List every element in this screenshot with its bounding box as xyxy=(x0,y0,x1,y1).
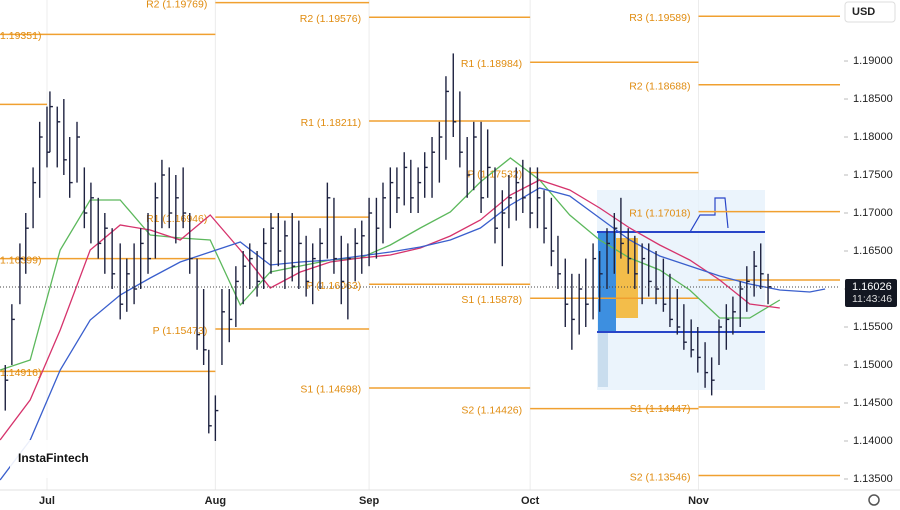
y-tick-label: 1.18500 xyxy=(853,93,893,105)
x-tick-label: Oct xyxy=(521,495,540,507)
y-tick-label: 1.15000 xyxy=(853,359,893,371)
price-value: 1.16026 xyxy=(852,281,892,293)
watermark: InstaFintech xyxy=(18,451,89,465)
x-tick-label: Jul xyxy=(39,495,55,507)
y-tick-label: 1.18000 xyxy=(853,131,893,143)
pivot-label: P (1.15473) xyxy=(153,325,208,337)
x-tick-label: Sep xyxy=(359,495,379,507)
price-time: 11:43:46 xyxy=(852,293,892,305)
pivot-label: R2 (1.19576) xyxy=(300,13,361,25)
pivot-label: S1 (1.15878) xyxy=(461,294,522,306)
pivot-label: 1.19351) xyxy=(0,30,41,42)
y-tick-label: 1.15500 xyxy=(853,321,893,333)
currency[interactable]: USD xyxy=(852,6,875,18)
moving-average xyxy=(0,179,780,441)
y-tick-label: 1.17500 xyxy=(853,169,893,181)
price-box xyxy=(845,279,897,308)
y-tick-label: 1.17000 xyxy=(853,207,893,219)
pivot-label: S1 (1.14698) xyxy=(300,384,361,396)
pivot-label: 1.14916) xyxy=(0,367,41,379)
pivot-label: R3 (1.19589) xyxy=(629,12,690,24)
y-tick-label: 1.14000 xyxy=(853,435,893,447)
y-tick-label: 1.19000 xyxy=(853,55,893,67)
settings-icon[interactable] xyxy=(868,494,880,506)
pivot-label: R1 (1.18984) xyxy=(461,58,522,70)
pivot-label: 1.16399) xyxy=(0,254,41,266)
pivot-label: S2 (1.13546) xyxy=(630,471,691,483)
pivot-label: P (1.16063) xyxy=(306,280,361,292)
pivot-label: R2 (1.18688) xyxy=(629,81,690,93)
pivot-label: R2 (1.19769) xyxy=(146,0,207,10)
pivot-label: S1 (1.14447) xyxy=(630,403,691,415)
y-tick-label: 1.13500 xyxy=(853,473,893,485)
x-tick-label: Aug xyxy=(205,495,226,507)
x-tick-label: Nov xyxy=(688,495,710,507)
y-tick-label: 1.14500 xyxy=(853,397,893,409)
pivot-label: R1 (1.18211) xyxy=(301,117,362,129)
moving-average xyxy=(0,157,781,371)
pivot-label: S2 (1.14426) xyxy=(461,404,522,416)
pivot-label: R1 (1.17018) xyxy=(629,207,690,219)
y-tick-label: 1.16500 xyxy=(853,245,893,257)
profile-bars xyxy=(598,332,608,387)
profile-outline xyxy=(640,197,729,233)
watermark-box xyxy=(10,440,88,478)
currency-box[interactable] xyxy=(844,1,896,23)
price-bars xyxy=(4,53,772,441)
